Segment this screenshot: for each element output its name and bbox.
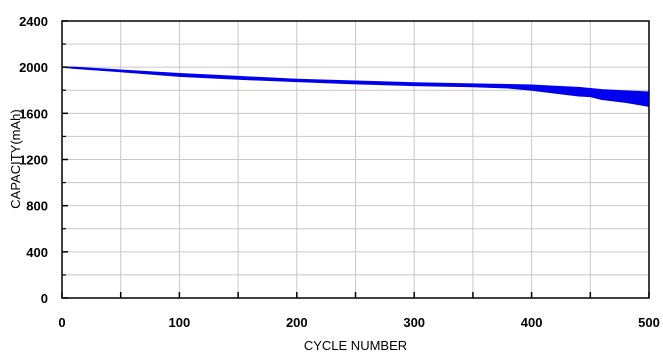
y-tick-label: 1600 xyxy=(19,106,48,121)
x-tick-label: 0 xyxy=(58,315,65,330)
y-axis-title: CAPACITY(mAh) xyxy=(8,109,23,208)
y-tick-label: 0 xyxy=(41,291,48,306)
y-tick-label: 400 xyxy=(26,245,48,260)
x-tick-label: 500 xyxy=(638,315,660,330)
grid-layer xyxy=(62,21,649,298)
y-tick-label: 1200 xyxy=(19,153,48,168)
x-tick-label: 300 xyxy=(403,315,425,330)
x-tick-label: 100 xyxy=(169,315,191,330)
x-tick-label: 400 xyxy=(521,315,543,330)
axis-layer: 0 100 200 300 400 500 0 400 800 1200 1600 2000 2400 xyxy=(19,14,660,330)
y-tick-label: 2000 xyxy=(19,60,48,75)
y-tick-label: 2400 xyxy=(19,14,48,29)
x-tick-label: 200 xyxy=(286,315,308,330)
y-tick-label: 800 xyxy=(26,199,48,214)
x-axis-title: CYCLE NUMBER xyxy=(304,338,407,353)
